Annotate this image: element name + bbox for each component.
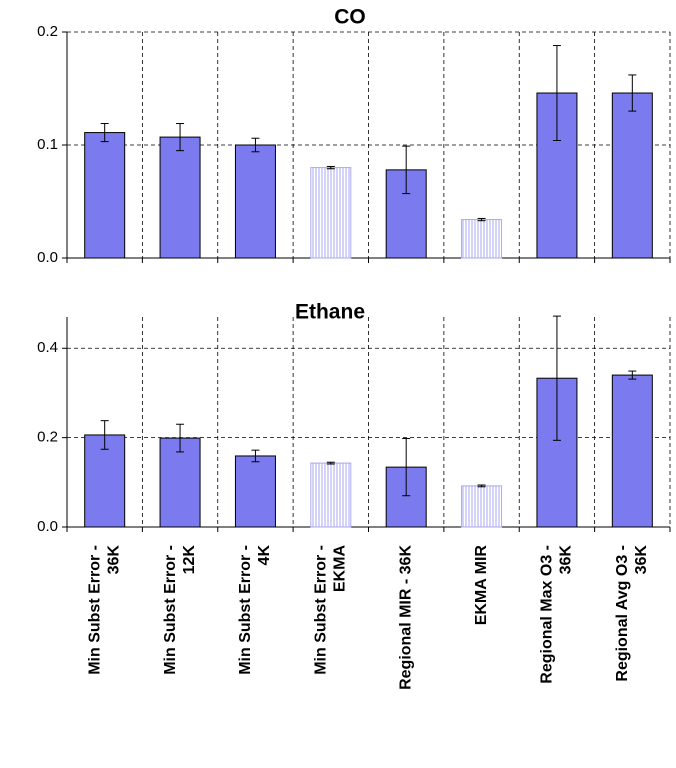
- y-tick-label: 0.0: [37, 518, 58, 535]
- x-tick-label: EKMA MIR: [473, 545, 490, 626]
- bar: [234, 455, 276, 528]
- x-tick-label: 4K: [256, 545, 273, 566]
- x-tick-label: Min Subst Error -: [86, 545, 103, 675]
- y-tick-label: 0.2: [37, 23, 58, 40]
- bar: [84, 132, 126, 259]
- chart-title: Ethane: [295, 301, 365, 324]
- y-tick-label: 0.1: [37, 136, 58, 153]
- chart-title: CO: [334, 6, 366, 29]
- x-tick-label: Regional Avg O3 -: [614, 545, 631, 682]
- bar: [310, 462, 352, 528]
- bar: [611, 92, 653, 259]
- x-tick-label: Min Subst Error -: [237, 545, 254, 675]
- x-tick-label: 36K: [558, 545, 575, 575]
- bar: [461, 485, 503, 528]
- x-tick-label: Min Subst Error -: [162, 545, 179, 675]
- bar: [159, 136, 201, 259]
- x-tick-label: EKMA: [332, 545, 349, 593]
- bar: [84, 434, 126, 528]
- bar: [461, 219, 503, 259]
- bar: [611, 374, 653, 528]
- bar: [234, 144, 276, 259]
- bar: [159, 437, 201, 528]
- x-tick-label: 36K: [633, 545, 650, 575]
- y-tick-label: 0.0: [37, 249, 58, 266]
- x-tick-label: 12K: [181, 545, 198, 575]
- x-tick-label: Min Subst Error -: [313, 545, 330, 675]
- x-tick-label: Regional MIR - 36K: [397, 545, 414, 690]
- bar: [310, 167, 352, 259]
- y-tick-label: 0.2: [37, 429, 58, 446]
- x-tick-label: Regional Max O3 -: [539, 545, 556, 684]
- y-tick-label: 0.4: [37, 339, 58, 356]
- x-tick-label: 36K: [105, 545, 122, 575]
